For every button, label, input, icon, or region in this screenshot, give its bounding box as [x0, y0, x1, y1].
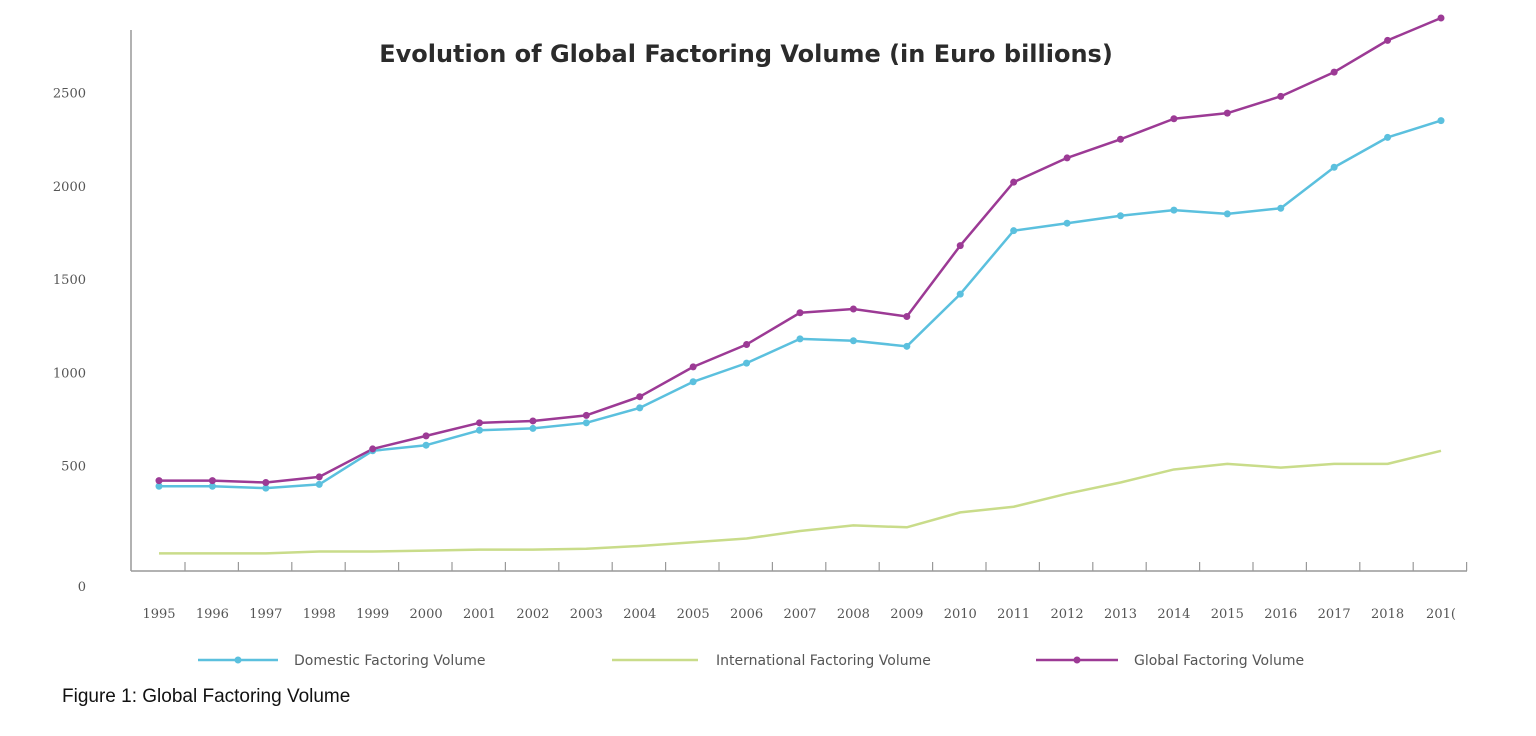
x-tick-label: 2017	[1318, 607, 1351, 622]
x-tick-label: 2016	[1264, 607, 1297, 622]
data-point-global-factoring-volume	[796, 309, 804, 317]
x-tick-label: 2007	[783, 607, 816, 622]
data-point-global-factoring-volume	[1117, 135, 1124, 143]
y-tick-label: 0	[78, 580, 86, 595]
x-tick-label: 1998	[303, 607, 336, 622]
x-tick-label: 2000	[410, 607, 443, 622]
x-tick-label: 2011	[997, 607, 1030, 622]
x-tick-label: 2002	[516, 607, 549, 622]
data-point-domestic-factoring-volume	[155, 482, 163, 490]
data-point-domestic-factoring-volume	[529, 424, 537, 432]
data-point-global-factoring-volume	[315, 473, 323, 481]
x-tick-label: 2013	[1104, 607, 1137, 622]
data-point-global-factoring-volume	[155, 477, 163, 485]
x-tick-label: 2001	[463, 607, 496, 622]
data-point-domestic-factoring-volume	[1010, 227, 1018, 235]
data-point-global-factoring-volume	[636, 393, 644, 401]
figure-caption: Figure 1: Global Factoring Volume	[62, 686, 351, 707]
data-point-domestic-factoring-volume	[1063, 219, 1071, 227]
x-tick-label: 1995	[142, 607, 175, 622]
data-point-global-factoring-volume	[369, 445, 377, 453]
data-point-global-factoring-volume	[422, 432, 430, 440]
data-point-global-factoring-volume	[208, 477, 216, 485]
data-point-global-factoring-volume	[743, 340, 751, 348]
y-tick-label: 1000	[53, 366, 86, 381]
data-point-global-factoring-volume	[1330, 68, 1338, 76]
data-point-domestic-factoring-volume	[956, 290, 964, 298]
x-tick-label: 1999	[356, 607, 389, 622]
data-point-domestic-factoring-volume	[422, 441, 430, 449]
data-point-domestic-factoring-volume	[1437, 117, 1445, 125]
y-tick-label: 2000	[53, 180, 86, 195]
x-tick-label: 2006	[730, 607, 763, 622]
data-point-global-factoring-volume	[1437, 14, 1445, 22]
x-tick-label: 1997	[249, 607, 282, 622]
data-point-domestic-factoring-volume	[582, 419, 590, 427]
y-tick-label: 500	[61, 460, 86, 475]
series-line-group	[159, 16, 1442, 555]
x-tick-label: 2008	[837, 607, 870, 622]
data-point-global-factoring-volume	[1223, 109, 1231, 117]
x-tick-label: 2009	[890, 607, 923, 622]
data-point-global-factoring-volume	[262, 479, 270, 487]
x-tick-label: 2005	[677, 607, 710, 622]
data-point-domestic-factoring-volume	[1384, 133, 1392, 141]
legend-label-domestic-factoring-volume: Domestic Factoring Volume	[294, 653, 485, 669]
x-tick-label: 1996	[196, 607, 229, 622]
x-tick-label: 2004	[623, 607, 656, 622]
x-tick-label: 2014	[1157, 607, 1190, 622]
data-point-global-factoring-volume	[1384, 36, 1392, 44]
legend-marker-domestic-factoring-volume	[234, 656, 242, 664]
data-point-domestic-factoring-volume	[1223, 210, 1231, 218]
series-line-global-factoring-volume	[159, 16, 1442, 484]
data-point-domestic-factoring-volume	[1170, 206, 1178, 214]
data-point-domestic-factoring-volume	[849, 337, 857, 345]
legend-label-global-factoring-volume: Global Factoring Volume	[1134, 653, 1304, 669]
data-point-global-factoring-volume	[582, 411, 590, 419]
data-point-global-factoring-volume	[956, 242, 964, 250]
legend-label-international-factoring-volume: International Factoring Volume	[716, 653, 931, 669]
data-point-domestic-factoring-volume	[796, 335, 804, 343]
series-line-international-factoring-volume	[159, 449, 1442, 555]
data-point-domestic-factoring-volume	[1277, 204, 1285, 212]
chart-title: Evolution of Global Factoring Volume (in…	[379, 40, 1113, 68]
x-tick-label: 2015	[1211, 607, 1244, 622]
data-point-domestic-factoring-volume	[315, 480, 323, 488]
data-point-domestic-factoring-volume	[476, 426, 483, 434]
legend: Domestic Factoring Volume International F…	[198, 653, 1304, 669]
x-tick-label: 2010	[944, 607, 977, 622]
data-point-domestic-factoring-volume	[903, 342, 911, 350]
x-tick-label: 201(	[1426, 607, 1456, 622]
data-point-global-factoring-volume	[1170, 115, 1178, 123]
legend-marker-global-factoring-volume	[1073, 656, 1081, 664]
data-point-domestic-factoring-volume	[262, 484, 270, 492]
data-point-global-factoring-volume	[689, 363, 697, 371]
y-tick-label: 2500	[53, 87, 86, 102]
y-tick-group: 0 500 1000 1500 2000 2500	[53, 87, 86, 595]
x-tick-label: 2012	[1051, 607, 1084, 622]
data-point-global-factoring-volume	[1277, 92, 1285, 100]
x-tick-group: 1995 1996 1997 1998 1999 2000 2001 2002 2003 2004…	[142, 562, 1468, 622]
data-point-global-factoring-volume	[903, 312, 911, 320]
x-tick-label: 2003	[570, 607, 603, 622]
data-point-domestic-factoring-volume	[689, 378, 697, 386]
series-line-domestic-factoring-volume	[159, 119, 1442, 490]
y-tick-label: 1500	[53, 273, 86, 288]
data-point-global-factoring-volume	[529, 417, 537, 425]
data-point-domestic-factoring-volume	[208, 482, 216, 490]
data-point-domestic-factoring-volume	[636, 404, 644, 412]
data-point-global-factoring-volume	[476, 419, 483, 427]
data-point-global-factoring-volume	[1010, 178, 1018, 186]
x-tick-label: 2018	[1371, 607, 1404, 622]
series-point-group	[155, 14, 1445, 492]
data-point-domestic-factoring-volume	[1330, 163, 1338, 171]
data-point-domestic-factoring-volume	[1117, 212, 1124, 220]
data-point-global-factoring-volume	[1063, 154, 1071, 162]
data-point-domestic-factoring-volume	[743, 359, 751, 367]
data-point-global-factoring-volume	[849, 305, 857, 313]
